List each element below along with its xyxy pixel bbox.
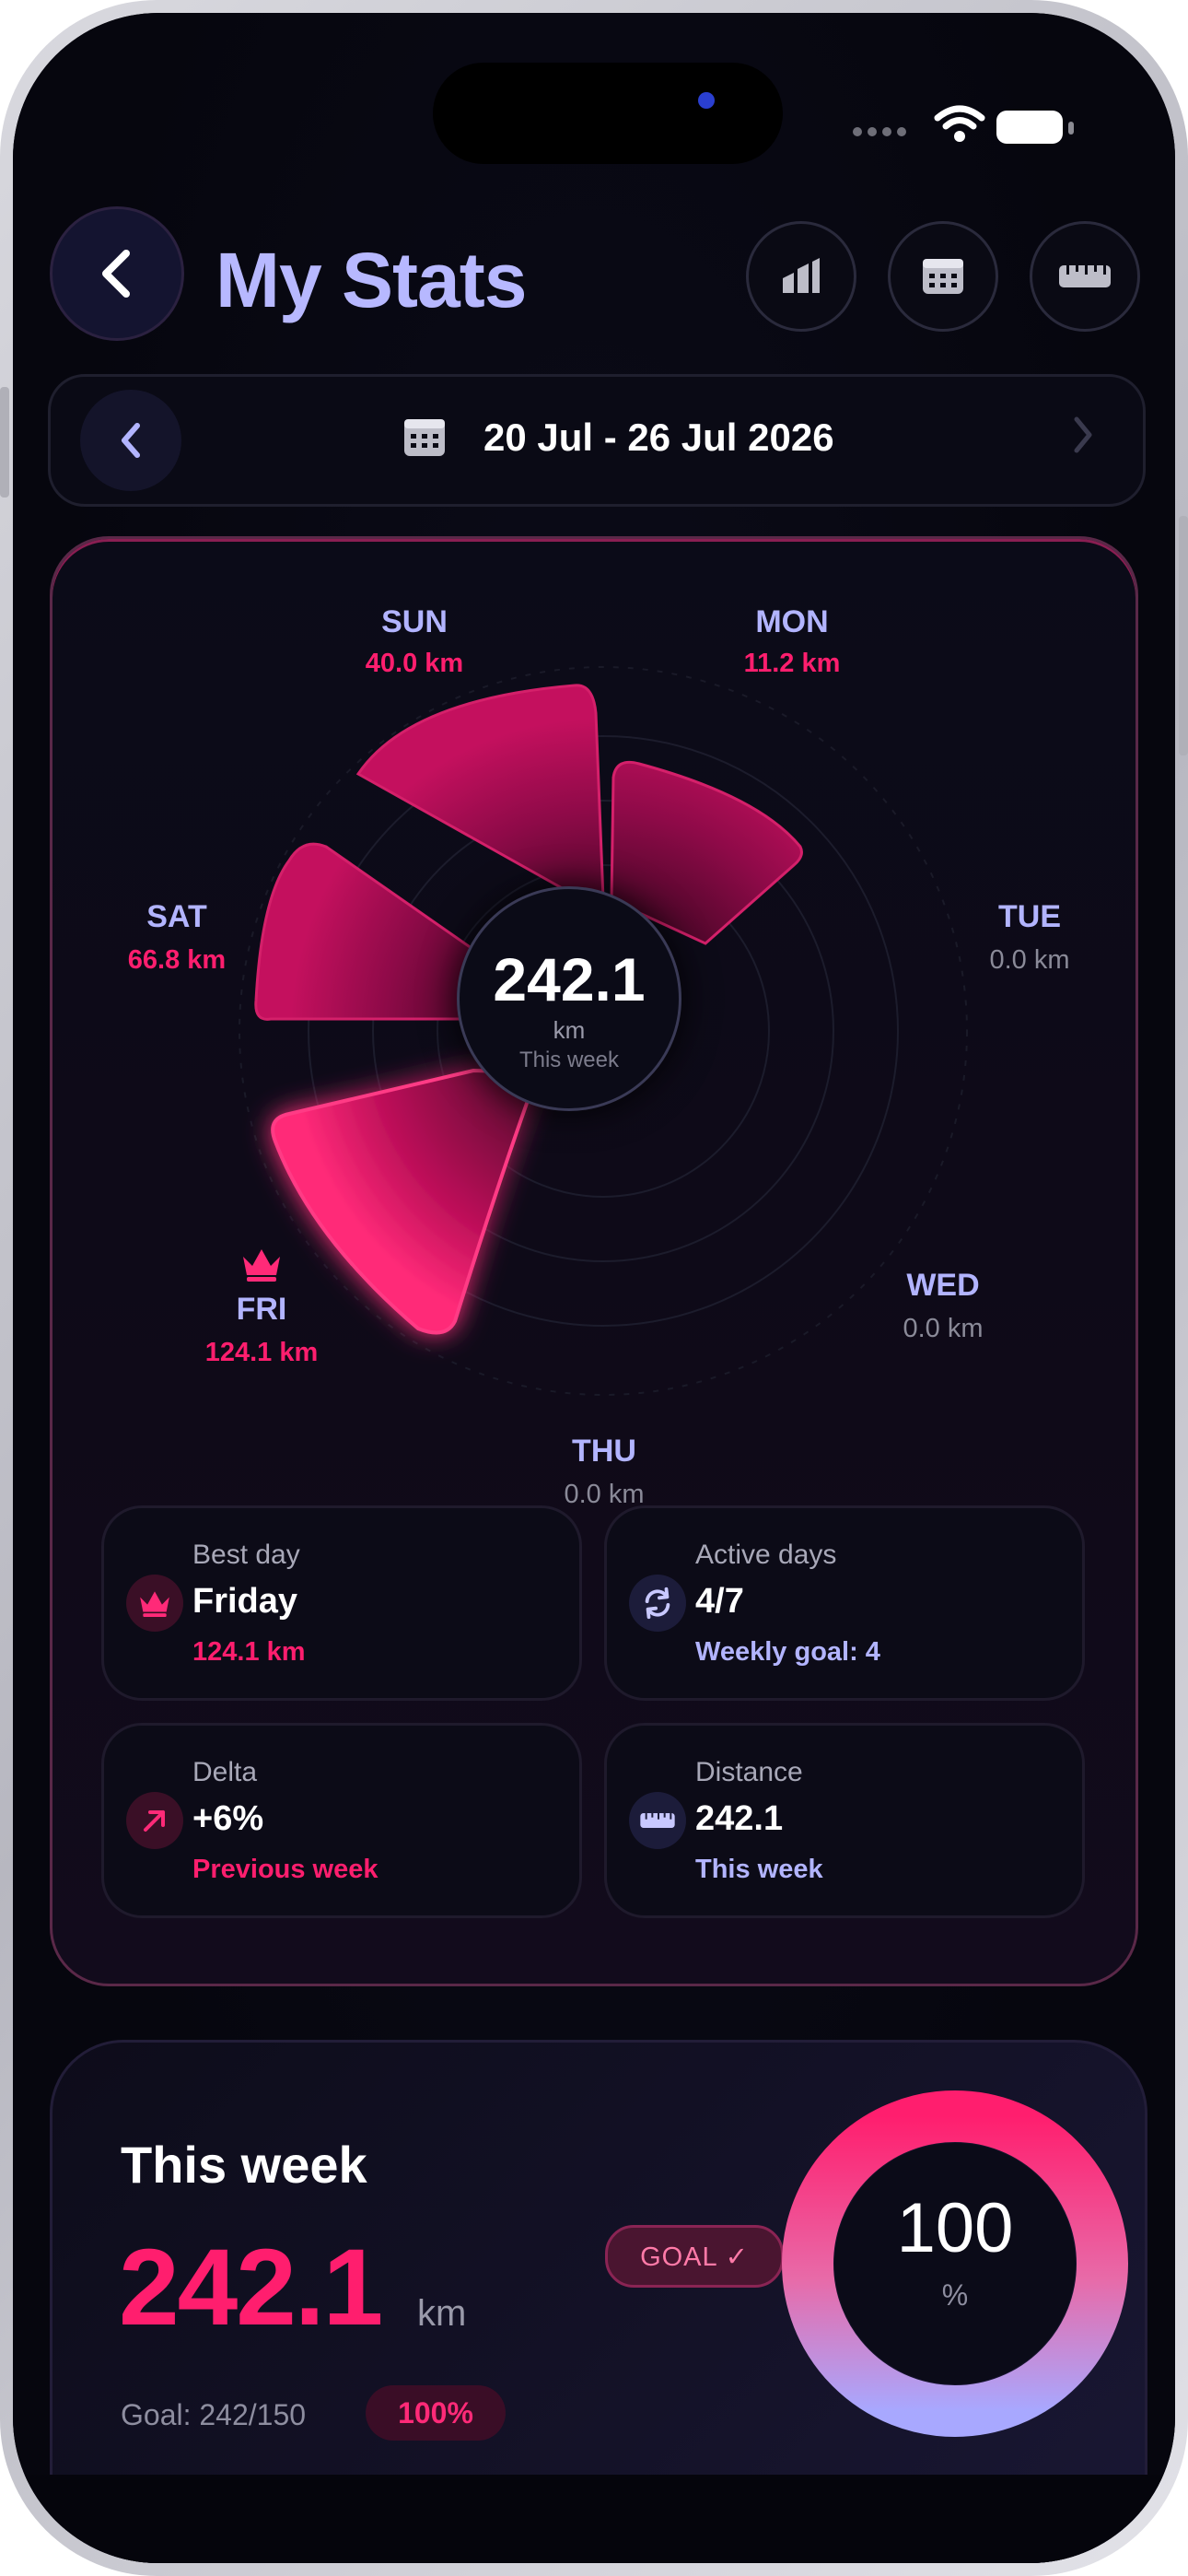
week-percent-pill: 100%	[366, 2385, 506, 2441]
distance-value: 242.1	[695, 1799, 784, 1838]
date-range-bar: 20 Jul - 26 Jul 2026	[48, 374, 1146, 507]
distance-tile[interactable]: Distance 242.1 This week	[604, 1723, 1085, 1918]
active-days-tile[interactable]: Active days 4/7 Weekly goal: 4	[604, 1505, 1085, 1701]
day-value-wed: 0.0 km	[903, 1314, 984, 1343]
active-days-label: Active days	[695, 1540, 837, 1570]
camera-dot	[698, 92, 715, 109]
active-days-badge	[629, 1575, 686, 1632]
day-value-mon: 11.2 km	[743, 649, 841, 678]
day-value-thu: 0.0 km	[564, 1480, 645, 1509]
bottom-edge	[13, 2475, 1175, 2563]
active-days-sub: Weekly goal: 4	[695, 1637, 880, 1667]
delta-badge	[126, 1792, 183, 1849]
delta-value: +6%	[192, 1799, 264, 1838]
delta-label: Delta	[192, 1757, 258, 1787]
calendar-icon	[923, 259, 963, 294]
battery-icon	[996, 111, 1063, 144]
distance-label: Distance	[695, 1757, 803, 1787]
ruler-icon	[1059, 265, 1111, 287]
best-day-tile[interactable]: Best day Friday 124.1 km	[101, 1505, 582, 1701]
side-button-right	[1179, 516, 1188, 755]
day-value-sun: 40.0 km	[365, 649, 464, 678]
screen-content: My Stats	[13, 13, 1175, 2563]
day-value-sat: 66.8 km	[127, 945, 227, 975]
day-label-sat: SAT	[146, 899, 207, 934]
calendar-view-button[interactable]	[888, 221, 998, 332]
day-label-sun: SUN	[381, 604, 448, 639]
phone-screen: My Stats	[13, 13, 1175, 2563]
next-week-button[interactable]	[1069, 414, 1097, 456]
day-label-wed: WED	[906, 1268, 980, 1303]
day-segments	[254, 684, 803, 1335]
segment-mon[interactable]	[610, 760, 803, 945]
arrow-up-right-icon	[144, 1810, 165, 1832]
best-day-label: Best day	[192, 1540, 300, 1570]
delta-sub: Previous week	[192, 1855, 379, 1884]
weekly-radial-chart	[239, 666, 968, 1396]
week-goal-text: Goal: 242/150	[121, 2398, 307, 2431]
units-button[interactable]	[1030, 221, 1140, 332]
page-title: My Stats	[215, 237, 527, 323]
refresh-icon	[645, 1587, 670, 1620]
back-button[interactable]	[50, 206, 184, 341]
best-day-value: Friday	[192, 1582, 298, 1621]
distance-badge	[629, 1792, 686, 1849]
battery-tip	[1068, 122, 1074, 135]
best-day-sub: 124.1 km	[192, 1637, 306, 1667]
day-label-fri: FRI	[236, 1292, 287, 1327]
segment-sat[interactable]	[254, 842, 480, 1021]
goal-ring-unit: %	[941, 2278, 969, 2312]
crown-icon	[243, 1249, 280, 1282]
delta-tile[interactable]: Delta +6% Previous week	[101, 1723, 582, 1918]
day-value-fri: 124.1 km	[204, 1338, 319, 1367]
goal-ring-value: 100	[896, 2189, 1014, 2267]
goal-progress-ring: 100 %	[780, 2089, 1130, 2439]
segment-fri[interactable]	[271, 1068, 541, 1335]
segment-sun[interactable]	[355, 684, 605, 904]
week-title: This week	[121, 2136, 367, 2194]
side-button-left	[0, 387, 9, 498]
total-distance-center: 242.1 km This week	[457, 886, 681, 1111]
day-value-tue: 0.0 km	[989, 945, 1070, 975]
crown-icon	[140, 1591, 169, 1618]
chart-view-button[interactable]	[746, 221, 856, 332]
dynamic-island	[433, 63, 783, 164]
chevron-left-icon	[122, 423, 140, 458]
distance-sub: This week	[695, 1855, 823, 1884]
total-distance-caption: This week	[518, 1048, 620, 1072]
day-label-mon: MON	[755, 604, 829, 639]
total-distance-value: 242.1	[493, 945, 646, 1013]
wifi-icon	[934, 105, 985, 142]
best-day-badge	[126, 1575, 183, 1632]
chevron-left-icon	[102, 250, 130, 298]
active-days-value: 4/7	[695, 1582, 744, 1621]
calendar-icon	[404, 419, 445, 456]
date-range-label: 20 Jul - 26 Jul 2026	[483, 416, 834, 459]
total-distance-unit: km	[553, 1016, 586, 1044]
goal-ring-graphic	[782, 2090, 1128, 2437]
chart-icon	[783, 258, 820, 293]
goal-achieved-badge: GOAL ✓	[605, 2225, 784, 2288]
week-unit: km	[417, 2293, 467, 2334]
cellular-signal	[853, 127, 906, 136]
week-value: 242.1	[119, 2227, 383, 2348]
ruler-icon	[640, 1813, 675, 1828]
day-label-thu: THU	[572, 1434, 636, 1469]
previous-week-button[interactable]	[80, 390, 181, 491]
day-label-tue: TUE	[998, 899, 1061, 934]
